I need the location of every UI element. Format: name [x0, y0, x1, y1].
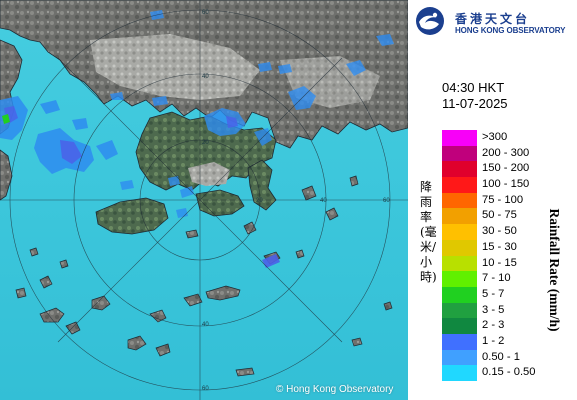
logo-chinese-text: 香港天文台	[455, 12, 531, 26]
legend-swatch	[442, 161, 477, 178]
legend-panel: 香港天文台 HONG KONG OBSERVATORY 04:30 HKT 11…	[408, 0, 577, 400]
observation-date: 11-07-2025	[442, 96, 508, 111]
legend-range-label: 30 - 50	[482, 225, 517, 238]
legend-range-label: 50 - 75	[482, 209, 517, 222]
legend-range-label: 200 - 300	[482, 146, 530, 159]
range-ring-labels: 20 40 60 60 40 20 40 60	[202, 10, 390, 392]
legend-row: 15 - 30	[442, 239, 562, 256]
legend-row: 1 - 2	[442, 333, 562, 350]
legend-swatch	[442, 224, 477, 240]
rainfall-rate-legend: >300 200 - 300 150 - 200 100 - 150 75 - 100 5…	[442, 130, 562, 381]
legend-row: >300	[442, 130, 562, 146]
ring-label-60-east: 60	[383, 198, 390, 204]
legend-row: 150 - 200	[442, 161, 562, 178]
legend-row: 3 - 5	[442, 302, 562, 319]
ring-label-20-north: 20	[202, 140, 209, 146]
legend-range-label: >300	[482, 131, 508, 143]
legend-row: 75 - 100	[442, 192, 562, 209]
map-copyright: © Hong Kong Observatory	[276, 384, 394, 395]
legend-swatch	[442, 271, 477, 287]
legend-row: 2 - 3	[442, 318, 562, 334]
hko-logo[interactable]: 香港天文台 HONG KONG OBSERVATORY	[415, 6, 575, 36]
legend-row: 30 - 50	[442, 224, 562, 240]
radar-echoes	[0, 10, 394, 268]
legend-swatch	[442, 255, 477, 272]
ring-label-40-south: 40	[202, 322, 209, 328]
legend-range-label: 0.15 - 0.50	[482, 366, 536, 379]
observation-time: 04:30 HKT	[442, 80, 505, 95]
hk-island-land	[195, 189, 245, 217]
legend-range-label: 5 - 7	[482, 287, 505, 300]
range-rings	[0, 0, 408, 400]
legend-row: 0.50 - 1	[442, 349, 562, 366]
legend-row: 5 - 7	[442, 286, 562, 303]
legend-range-label: 10 - 15	[482, 256, 517, 269]
legend-range-label: 0.50 - 1	[482, 350, 520, 363]
radar-map-canvas: 20 40 60 60 40 20 40 60	[0, 0, 408, 400]
legend-row: 7 - 10	[442, 271, 562, 287]
ring-label-60-north: 60	[202, 10, 209, 16]
legend-swatch	[442, 302, 477, 319]
legend-swatch	[442, 286, 477, 303]
legend-row: 10 - 15	[442, 255, 562, 272]
legend-swatch	[442, 239, 477, 256]
legend-range-label: 2 - 3	[482, 319, 505, 332]
legend-range-label: 3 - 5	[482, 303, 505, 316]
legend-swatch	[442, 318, 477, 334]
legend-range-label: 1 - 2	[482, 334, 505, 347]
legend-swatch	[442, 349, 477, 366]
logo-english-text: HONG KONG OBSERVATORY	[455, 26, 566, 35]
west-bank-land-south	[0, 149, 13, 201]
legend-range-label: 7 - 10	[482, 272, 511, 285]
legend-range-label: 100 - 150	[482, 178, 530, 191]
legend-range-label: 150 - 200	[482, 162, 530, 175]
legend-swatch	[442, 365, 477, 381]
legend-swatch	[442, 145, 477, 162]
radar-map[interactable]: 20 40 60 60 40 20 40 60 © Hong Kong Obse…	[0, 0, 408, 400]
mainland-city	[90, 34, 260, 100]
legend-swatch	[442, 177, 477, 193]
legend-title-chinese: 降雨率(毫米/小時)	[420, 180, 437, 284]
legend-row: 0.15 - 0.50	[442, 365, 562, 381]
kowloon-urban	[188, 162, 230, 186]
legend-row: 50 - 75	[442, 208, 562, 225]
legend-swatch	[442, 333, 477, 350]
ring-label-40-north: 40	[202, 74, 209, 80]
legend-swatch	[442, 192, 477, 209]
ring-label-60-south: 60	[202, 386, 209, 392]
hko-logo-icon	[416, 7, 444, 35]
legend-swatch	[442, 130, 477, 146]
legend-title-english: Rainfall Rate (mm/h)	[547, 208, 562, 332]
ring-label-40-east: 40	[320, 198, 327, 204]
legend-row: 200 - 300	[442, 145, 562, 162]
ring-label-20-east: 20	[256, 198, 263, 204]
legend-swatch	[442, 208, 477, 225]
legend-range-label: 75 - 100	[482, 193, 524, 206]
legend-range-label: 15 - 30	[482, 240, 517, 253]
legend-row: 100 - 150	[442, 177, 562, 193]
